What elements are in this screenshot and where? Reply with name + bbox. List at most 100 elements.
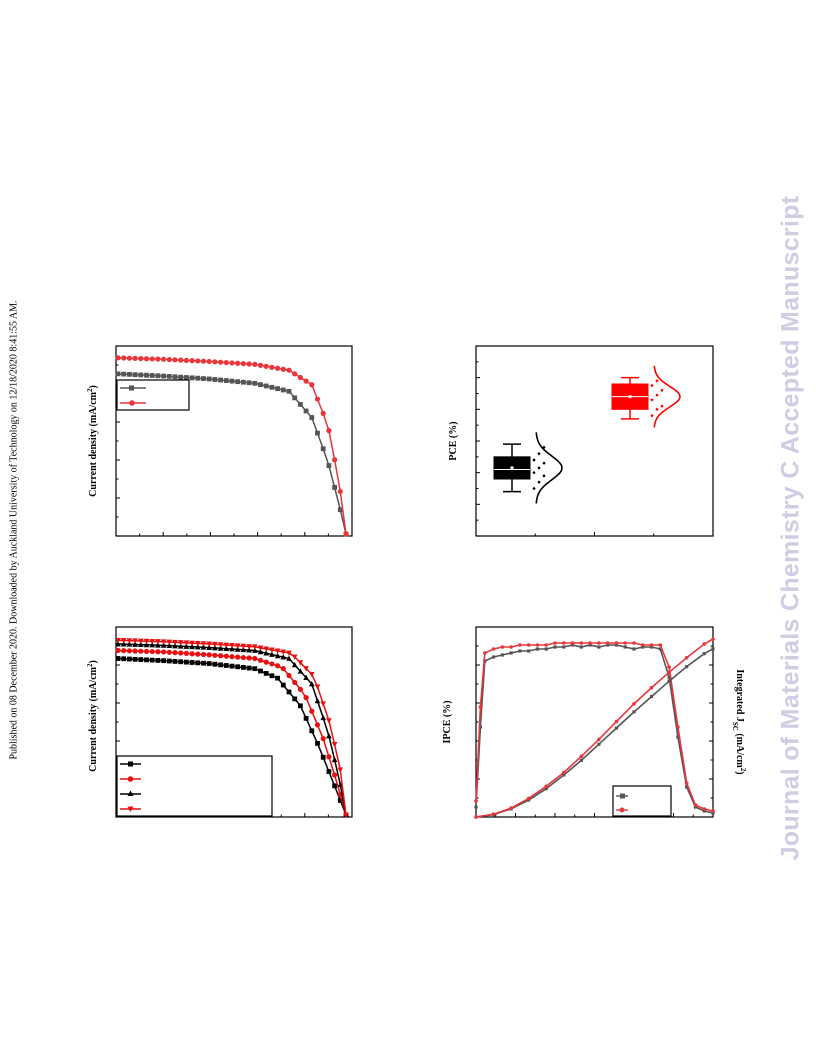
data-point-square — [201, 376, 206, 381]
data-point-triangle-up — [286, 655, 292, 661]
data-point-circle — [138, 648, 144, 654]
data-point-square — [478, 725, 482, 729]
data-point-triangle-up — [160, 642, 167, 648]
data-point-triangle-down — [274, 648, 281, 654]
data-point-square — [121, 371, 127, 377]
data-point-triangle-down — [343, 812, 349, 818]
data-point-square — [597, 742, 601, 746]
legend-marker-triangle-up — [127, 790, 134, 796]
data-point-circle — [161, 649, 167, 655]
data-point-square — [178, 659, 184, 665]
data-point-circle — [195, 651, 201, 657]
data-point-triangle-up — [195, 644, 201, 650]
data-point-circle — [509, 806, 513, 810]
data-point-circle — [269, 364, 275, 370]
data-point-circle — [509, 645, 513, 649]
data-point-square — [258, 382, 263, 388]
data-point-circle — [544, 784, 549, 789]
data-point-triangle-down — [263, 646, 269, 652]
data-point-square — [332, 485, 337, 490]
data-point-square — [474, 805, 478, 809]
data-point-triangle-down — [303, 666, 309, 672]
data-point-circle — [500, 645, 505, 649]
data-point-square — [149, 373, 155, 378]
legend-entry-3 — [120, 790, 141, 796]
data-point-circle — [292, 371, 298, 377]
data-point-square — [303, 408, 309, 414]
data-point-circle — [200, 651, 207, 658]
legend-box — [116, 379, 190, 411]
data-point-square — [223, 378, 229, 383]
data-point-square — [623, 645, 627, 649]
data-point-circle — [711, 637, 715, 641]
data-point-square — [570, 643, 575, 647]
data-point-triangle-up — [326, 733, 332, 739]
data-point-circle — [115, 355, 121, 361]
data-point-triangle-up — [172, 642, 178, 649]
data-point-circle — [172, 357, 178, 363]
data-point-circle — [178, 357, 184, 363]
data-point-circle — [297, 374, 303, 381]
data-point-triangle-down — [160, 639, 167, 645]
data-point-square — [189, 375, 195, 381]
data-point-diamond — [532, 458, 536, 462]
data-point-square — [229, 378, 235, 384]
data-point-triangle-down — [229, 642, 235, 649]
data-point-circle — [155, 356, 161, 362]
data-point-square — [178, 374, 184, 380]
data-point-circle — [667, 665, 671, 669]
data-point-triangle-down — [115, 637, 121, 644]
data-point-square — [201, 660, 206, 666]
data-point-triangle-down — [132, 638, 138, 644]
data-point-circle — [286, 367, 292, 373]
data-point-square — [127, 656, 132, 662]
data-point-circle — [121, 648, 127, 654]
data-point-square — [337, 798, 343, 803]
data-point-triangle-up — [177, 643, 184, 649]
data-point-circle — [212, 359, 218, 365]
data-point-square — [223, 663, 229, 668]
data-point-square — [212, 377, 218, 382]
data-point-diamond — [650, 398, 654, 402]
data-point-triangle-down — [337, 767, 344, 773]
data-point-square — [241, 379, 246, 385]
data-point-triangle-up — [206, 644, 212, 650]
data-point-circle — [143, 648, 150, 654]
data-point-square — [218, 662, 223, 668]
data-point-circle — [183, 357, 189, 363]
data-point-triangle-down — [223, 642, 230, 649]
legend-entry-2 — [616, 807, 628, 813]
data-point-square — [184, 375, 189, 380]
data-point-circle — [275, 663, 281, 669]
data-point-square — [641, 645, 645, 649]
data-point-circle — [561, 641, 566, 645]
data-point-circle — [535, 643, 540, 647]
data-point-square — [315, 740, 320, 746]
data-point-circle — [597, 737, 601, 742]
data-point-circle — [640, 643, 645, 647]
data-point-triangle-up — [132, 641, 138, 647]
data-point-triangle-down — [309, 671, 315, 678]
data-point-square — [195, 375, 201, 381]
data-point-circle — [252, 655, 258, 662]
data-point-square — [632, 710, 636, 714]
data-point-circle — [178, 650, 184, 656]
data-point-circle — [482, 651, 487, 655]
data-point-triangle-up — [263, 650, 269, 656]
data-point-circle — [126, 648, 132, 654]
legend-entry-4 — [120, 806, 141, 812]
data-point-square — [303, 715, 309, 721]
data-point-triangle-up — [297, 668, 304, 674]
data-point-triangle-down — [246, 644, 252, 650]
data-point-circle — [561, 770, 566, 775]
data-point-triangle-up — [246, 647, 252, 653]
data-point-circle — [474, 815, 478, 819]
data-point-triangle-up — [303, 674, 309, 680]
data-point-diamond — [650, 383, 654, 388]
data-point-square — [711, 811, 715, 815]
data-point-square — [518, 649, 522, 653]
data-point-circle — [280, 665, 286, 672]
data-point-square — [132, 656, 138, 662]
legend-entry-2 — [120, 776, 141, 782]
data-point-square — [263, 383, 269, 389]
